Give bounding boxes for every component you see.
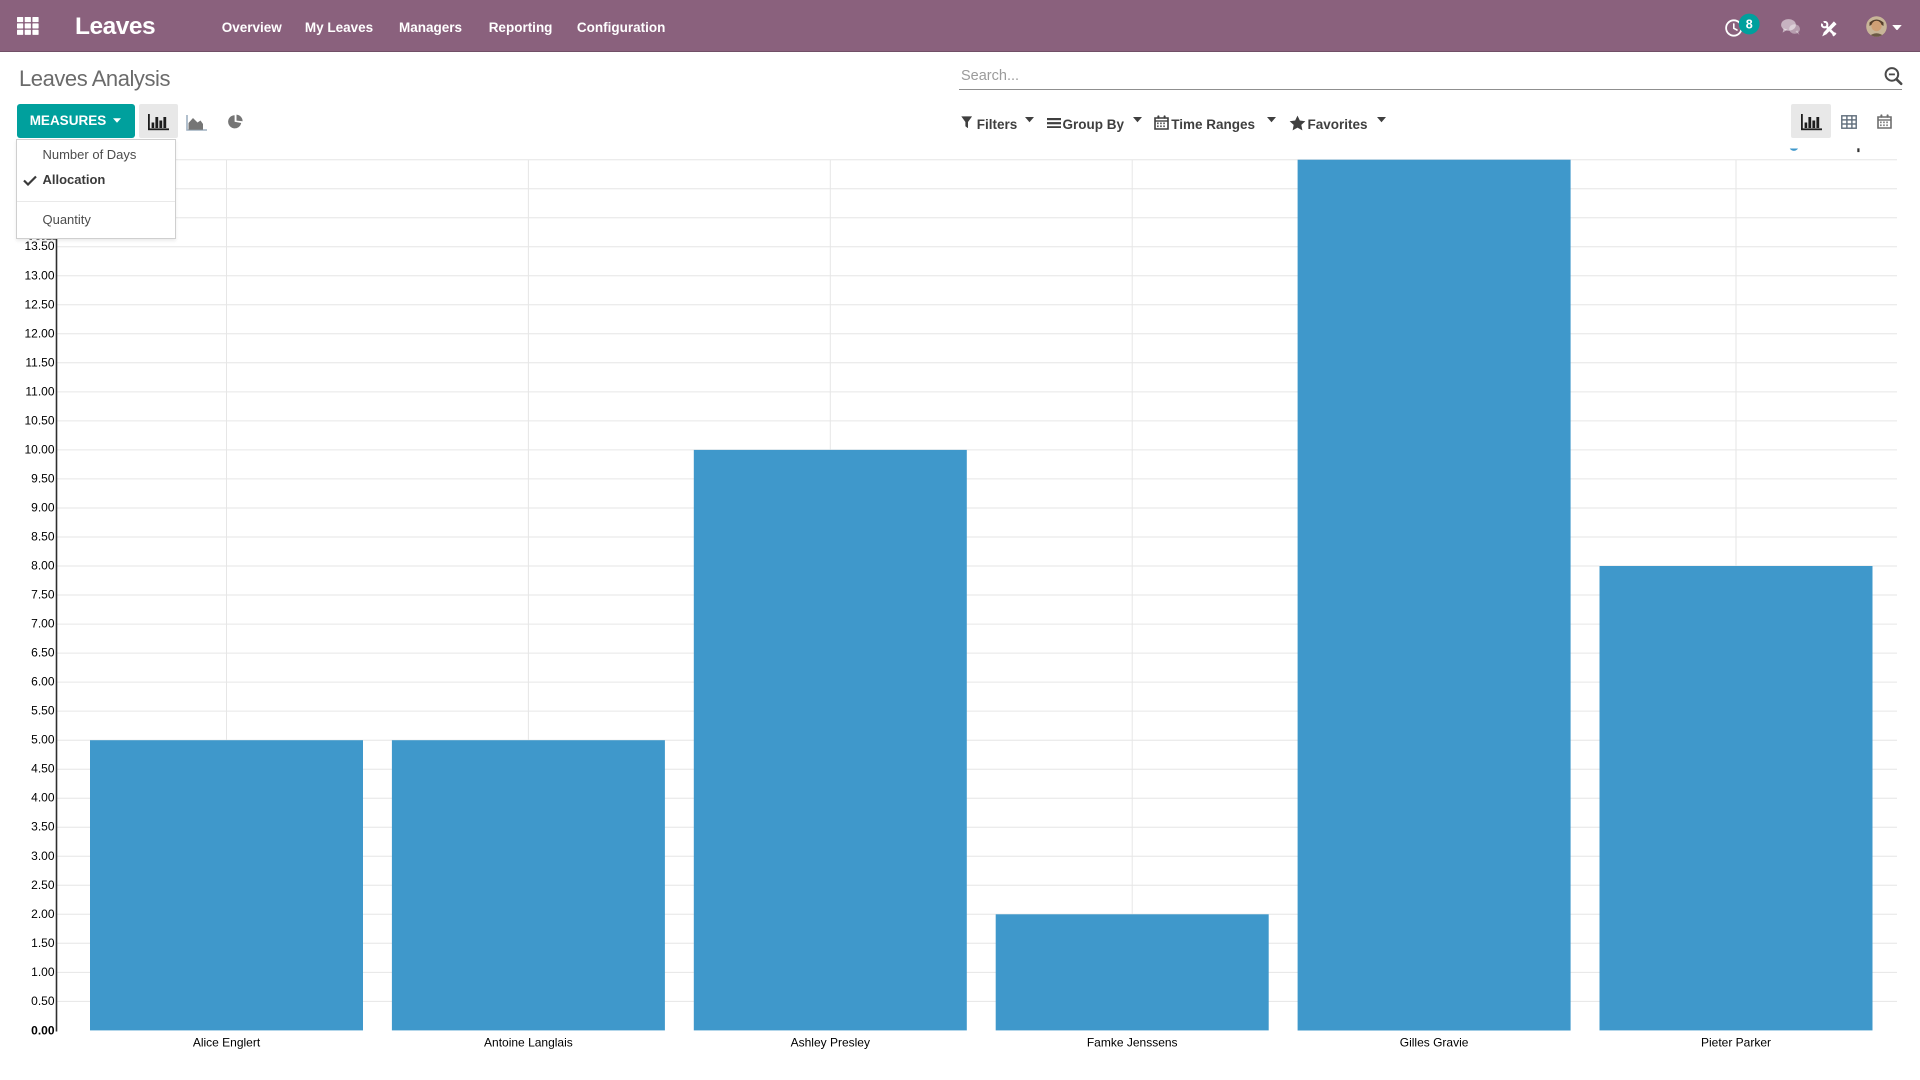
svg-text:0.00: 0.00 [31,1023,55,1037]
svg-text:12.00: 12.00 [24,326,54,340]
svg-text:7.50: 7.50 [31,588,55,602]
svg-text:5.00: 5.00 [31,733,55,747]
svg-text:13.00: 13.00 [24,268,54,282]
svg-text:8.00: 8.00 [31,559,55,573]
svg-text:2.50: 2.50 [31,878,55,892]
svg-text:5.50: 5.50 [31,704,55,718]
svg-text:Alice Englert: Alice Englert [193,1036,261,1050]
svg-text:9.00: 9.00 [31,501,55,515]
svg-text:4.00: 4.00 [31,791,55,805]
svg-text:10.50: 10.50 [24,413,54,427]
svg-text:3.50: 3.50 [31,820,55,834]
svg-text:1.50: 1.50 [31,936,55,950]
svg-text:8: 8 [1746,17,1753,31]
svg-text:8.50: 8.50 [31,530,55,544]
svg-text:6.00: 6.00 [31,675,55,689]
svg-text:12.50: 12.50 [24,297,54,311]
svg-text:7.00: 7.00 [31,617,55,631]
svg-text:9.50: 9.50 [31,471,55,485]
svg-text:11.50: 11.50 [25,355,54,369]
svg-text:1.00: 1.00 [31,965,55,979]
svg-text:Pieter Parker: Pieter Parker [1701,1036,1771,1050]
svg-text:11.00: 11.00 [25,384,54,398]
svg-text:6.50: 6.50 [31,646,55,660]
svg-text:3.00: 3.00 [31,849,55,863]
svg-text:Gilles Gravie: Gilles Gravie [1400,1036,1469,1050]
svg-text:0.50: 0.50 [31,994,55,1008]
svg-text:Ashley Presley: Ashley Presley [791,1036,870,1050]
svg-text:10.00: 10.00 [24,442,54,456]
svg-text:Antoine Langlais: Antoine Langlais [484,1036,573,1050]
svg-text:2.00: 2.00 [31,907,55,921]
svg-text:Famke Jenssens: Famke Jenssens [1087,1036,1178,1050]
svg-text:13.50: 13.50 [24,239,54,253]
svg-text:4.50: 4.50 [31,762,55,776]
